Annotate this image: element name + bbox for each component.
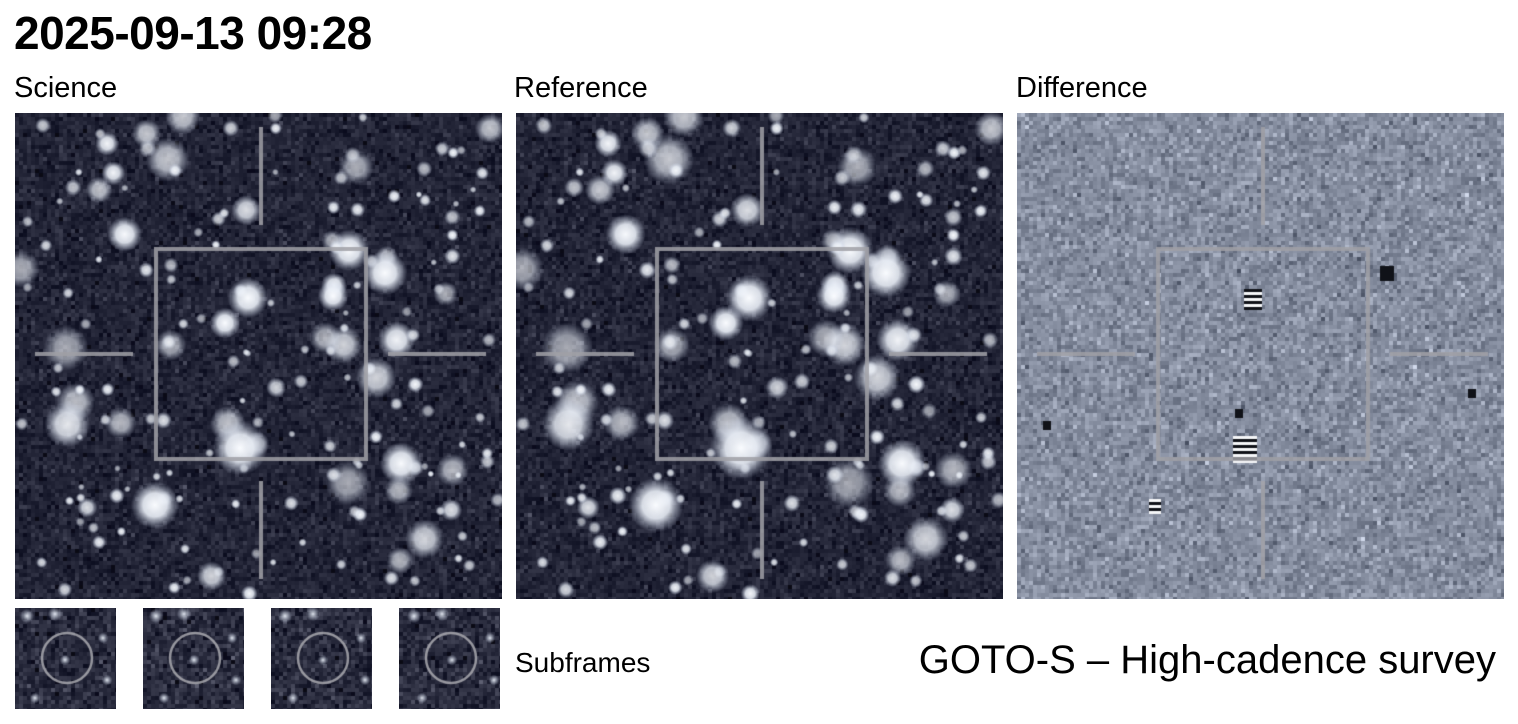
- survey-name: GOTO-S – High-cadence survey: [918, 638, 1496, 682]
- reference-canvas: [516, 113, 1003, 599]
- difference-label: Difference: [1016, 72, 1148, 104]
- subframes-label: Subframes: [515, 647, 651, 678]
- difference-image[interactable]: [1017, 113, 1504, 599]
- reference-label: Reference: [514, 72, 648, 104]
- subframe-2[interactable]: [143, 608, 244, 709]
- reference-image[interactable]: [516, 113, 1003, 599]
- subframe-1-canvas: [15, 608, 116, 709]
- observation-timestamp: 2025-09-13 09:28: [14, 7, 372, 59]
- science-canvas: [15, 113, 502, 599]
- subframe-4[interactable]: [399, 608, 500, 709]
- difference-canvas: [1017, 113, 1504, 599]
- science-label: Science: [14, 72, 118, 104]
- subframe-2-canvas: [143, 608, 244, 709]
- subframe-3[interactable]: [271, 608, 372, 709]
- subframe-3-canvas: [271, 608, 372, 709]
- subframe-1[interactable]: [15, 608, 116, 709]
- subframe-4-canvas: [399, 608, 500, 709]
- science-image[interactable]: [15, 113, 502, 599]
